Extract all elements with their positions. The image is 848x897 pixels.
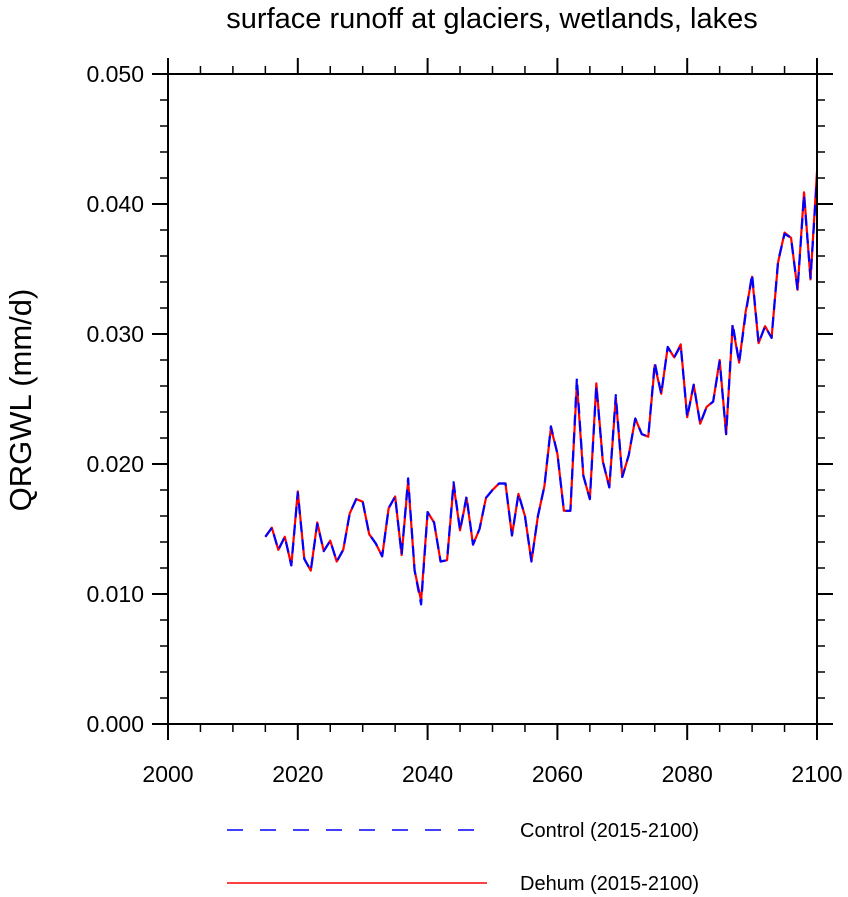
axis-ticks: 0.000 0.010 0.020 0.030 0.040 0.050 2000 2020 20… bbox=[86, 58, 843, 787]
x-tick-label: 2060 bbox=[532, 761, 583, 787]
plot-series bbox=[264, 171, 819, 606]
x-tick-label: 2020 bbox=[272, 761, 323, 787]
y-tick-label: 0.010 bbox=[86, 581, 144, 607]
legend: Control (2015-2100) Dehum (2015-2100) bbox=[227, 820, 699, 895]
y-tick-label: 0.050 bbox=[86, 61, 144, 87]
chart-title: surface runoff at glaciers, wetlands, la… bbox=[226, 3, 757, 35]
x-tick-label: 2100 bbox=[791, 761, 842, 787]
y-axis-label: QRGWL (mm/d) bbox=[3, 289, 38, 512]
y-tick-label: 0.000 bbox=[86, 711, 144, 737]
series-line-control bbox=[264, 177, 819, 606]
x-tick-label: 2040 bbox=[402, 761, 453, 787]
series-line-dehum bbox=[264, 171, 819, 602]
y-tick-label: 0.040 bbox=[86, 191, 144, 217]
y-tick-label: 0.020 bbox=[86, 451, 144, 477]
y-tick-label: 0.030 bbox=[86, 321, 144, 347]
legend-label: Control (2015-2100) bbox=[520, 820, 699, 842]
x-tick-label: 2080 bbox=[662, 761, 713, 787]
legend-label: Dehum (2015-2100) bbox=[520, 873, 699, 895]
plot-frame bbox=[167, 73, 818, 725]
x-tick-label: 2000 bbox=[142, 761, 193, 787]
